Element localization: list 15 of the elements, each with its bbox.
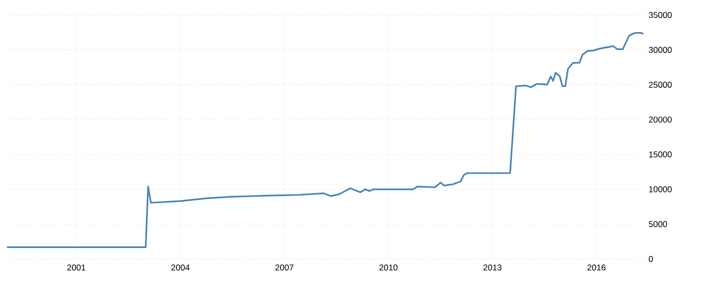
x-tick-label: 2007 — [275, 264, 294, 271]
y-tick-label: 35000 — [648, 12, 672, 18]
line-series — [6, 32, 644, 248]
y-tick-label: 20000 — [648, 116, 672, 123]
x-tick-label: 2013 — [483, 264, 502, 271]
y-tick-label: 15000 — [649, 151, 672, 158]
y-tick-label: 30000 — [648, 46, 672, 53]
x-tick-label: 2016 — [587, 264, 606, 271]
x-tick-label: 2001 — [67, 264, 86, 271]
y-tick-label: 5000 — [648, 221, 668, 228]
x-tick-label: 2010 — [379, 264, 398, 271]
y-tick-label: 10000 — [649, 186, 672, 192]
x-tick-label: 2004 — [171, 264, 190, 271]
y-tick-label: 25000 — [648, 82, 672, 88]
y-tick-label: 0 — [648, 256, 653, 262]
